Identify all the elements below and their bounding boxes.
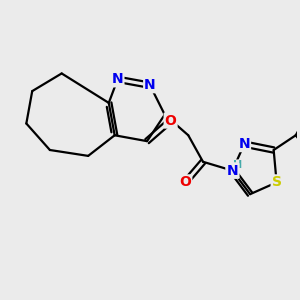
Text: H: H (233, 160, 242, 170)
Text: O: O (179, 176, 191, 189)
Text: O: O (165, 114, 176, 128)
Text: N: N (238, 137, 250, 151)
Text: N: N (112, 72, 123, 86)
Text: S: S (272, 176, 282, 189)
Text: N: N (144, 78, 156, 92)
Text: N: N (226, 164, 238, 178)
Text: N: N (226, 164, 238, 178)
